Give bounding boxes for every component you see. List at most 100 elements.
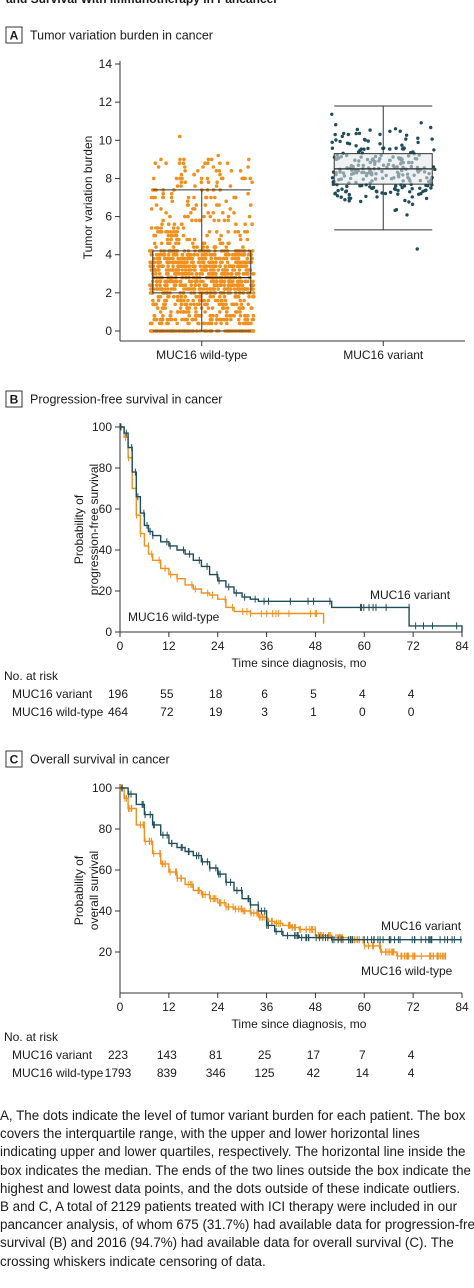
data-point: [237, 260, 241, 265]
data-point: [163, 287, 167, 291]
data-point: [223, 252, 228, 257]
data-point: [374, 189, 379, 193]
data-point: [250, 249, 255, 253]
data-point: [430, 137, 434, 141]
data-point: [219, 321, 223, 326]
y-tick-label: 20: [99, 584, 113, 598]
y-tick-label: 2: [105, 286, 112, 300]
data-point: [243, 313, 247, 318]
data-point: [247, 268, 252, 272]
data-point: [152, 233, 157, 238]
data-point: [169, 191, 174, 196]
data-point: [205, 233, 209, 238]
data-point: [243, 230, 247, 234]
data-point: [185, 237, 189, 242]
x-tick-label: 60: [358, 639, 372, 653]
data-point: [170, 317, 174, 322]
data-point: [168, 230, 173, 234]
data-point: [187, 313, 191, 318]
data-point: [393, 208, 397, 213]
data-point: [432, 148, 436, 152]
data-point: [366, 139, 370, 143]
data-point: [183, 283, 188, 288]
data-point: [196, 169, 200, 173]
data-point: [243, 260, 247, 265]
data-point: [173, 302, 177, 307]
data-point: [217, 294, 222, 299]
data-point: [344, 190, 348, 194]
data-point: [206, 157, 211, 162]
data-point: [185, 317, 189, 322]
caption-line: covers the interquartile range, with the…: [0, 1126, 420, 1142]
data-point: [155, 306, 160, 310]
data-point: [403, 198, 407, 203]
data-point: [249, 329, 253, 333]
data-point: [180, 252, 185, 257]
data-point: [362, 147, 366, 151]
data-point: [195, 279, 199, 284]
data-point: [178, 157, 182, 162]
data-point: [251, 313, 256, 318]
risk-table-value: 55: [160, 687, 174, 701]
data-point: [244, 264, 249, 269]
data-point: [218, 264, 222, 269]
data-point: [393, 127, 398, 131]
risk-table-row-label: MUC16 variant: [12, 687, 93, 701]
data-point: [215, 180, 219, 184]
data-point: [405, 213, 409, 217]
data-point: [178, 306, 183, 310]
data-point: [246, 321, 251, 326]
data-point: [176, 310, 180, 314]
data-point: [225, 306, 230, 310]
data-point: [191, 298, 195, 303]
data-point: [151, 298, 155, 303]
data-point: [218, 172, 222, 177]
data-point: [152, 313, 157, 318]
data-point: [190, 218, 194, 223]
panel-label-box: [5, 26, 23, 44]
data-point: [235, 302, 239, 307]
data-point: [416, 136, 420, 140]
data-point: [156, 230, 160, 234]
data-point: [199, 176, 204, 181]
data-point: [154, 283, 159, 288]
data-point: [160, 222, 164, 226]
data-point: [236, 317, 241, 322]
y-tick-label: 20: [99, 945, 113, 959]
data-point: [158, 283, 162, 288]
y-tick-label: 0: [105, 625, 112, 639]
data-point: [160, 287, 164, 291]
data-point: [219, 302, 223, 307]
data-point: [183, 272, 188, 276]
data-point: [223, 298, 228, 303]
data-point: [220, 260, 224, 265]
data-point: [214, 313, 219, 318]
data-point: [205, 245, 209, 249]
data-point: [171, 252, 176, 257]
data-point: [179, 180, 184, 184]
risk-table-heading: No. at risk: [4, 669, 59, 683]
data-point: [156, 287, 160, 291]
data-point: [150, 252, 154, 257]
data-point: [179, 310, 183, 314]
data-point: [179, 260, 183, 265]
data-point: [149, 260, 153, 265]
y-tick-label: 100: [92, 420, 112, 434]
x-axis-label: Time since diagnosis, mo: [232, 1017, 367, 1031]
x-tick-label: 84: [455, 639, 469, 653]
data-point: [192, 287, 196, 291]
data-point: [203, 310, 207, 314]
data-point: [330, 112, 334, 117]
risk-table-heading: No. at risk: [4, 1030, 59, 1044]
risk-table-value: 72: [160, 705, 174, 719]
data-point: [206, 298, 211, 303]
data-point: [388, 190, 393, 194]
y-tick-label: 60: [99, 863, 113, 877]
data-point: [235, 294, 240, 299]
data-point: [166, 241, 170, 246]
risk-table-value: 196: [108, 687, 128, 701]
data-point: [182, 298, 186, 303]
data-point: [223, 268, 227, 272]
data-point: [171, 256, 175, 261]
data-point: [171, 230, 176, 234]
